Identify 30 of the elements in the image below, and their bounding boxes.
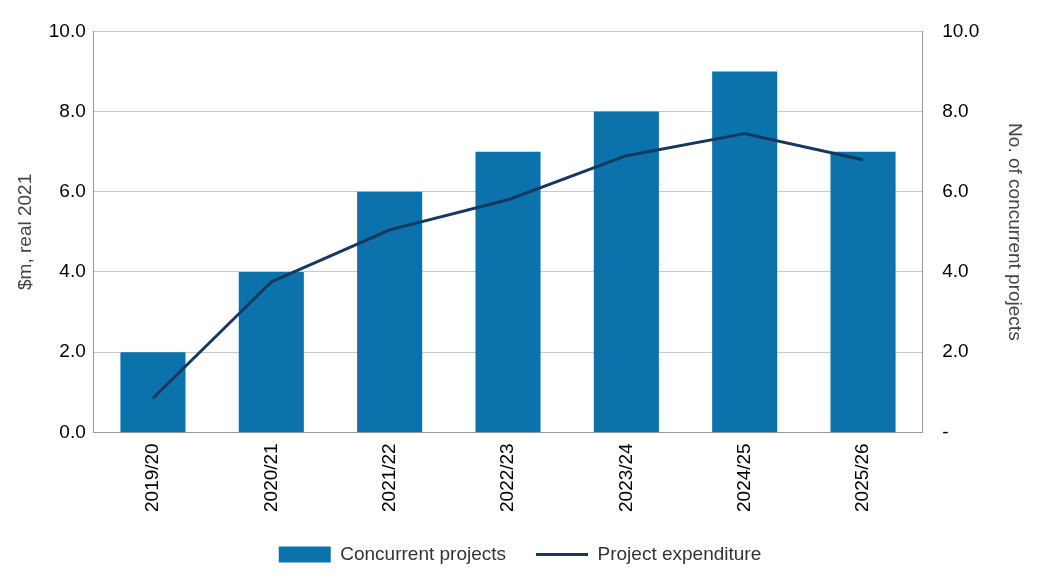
x-tick-label: 2019/20 — [141, 443, 163, 513]
bar — [120, 352, 186, 433]
y-tick-label: 6.0 — [59, 180, 86, 201]
x-tick-label: 2025/26 — [851, 443, 873, 513]
y-tick-label: 4.0 — [59, 260, 86, 282]
bar — [238, 271, 304, 433]
y2-tick-label: 8.0 — [942, 99, 969, 121]
y-tick-label: 8.0 — [59, 99, 86, 121]
bar — [593, 111, 659, 433]
legend-label: Concurrent projects — [340, 542, 507, 564]
x-tick-label: 2022/23 — [496, 443, 518, 513]
bar — [830, 151, 896, 433]
y2-axis-title: No. of concurrent projects — [1005, 123, 1027, 341]
y-tick-label: 10.0 — [48, 19, 86, 41]
x-tick-label: 2024/25 — [732, 443, 754, 513]
y2-tick-label: 4.0 — [942, 260, 969, 282]
y2-tick-label: 2.0 — [942, 340, 969, 362]
x-tick-label: 2021/22 — [377, 443, 399, 513]
bar — [357, 191, 423, 433]
y-axis-title: $m, real 2021 — [13, 173, 35, 290]
bar — [475, 151, 541, 433]
x-tick-label: 2023/24 — [614, 442, 636, 513]
bar — [712, 71, 778, 433]
y2-tick-label: 6.0 — [942, 180, 969, 201]
legend-label: Project expenditure — [597, 542, 762, 564]
y-tick-label: 0.0 — [59, 420, 86, 442]
y2-tick-label: - — [942, 420, 949, 442]
y2-tick-label: 10.0 — [942, 19, 980, 41]
x-tick-label: 2020/21 — [259, 443, 281, 513]
y-tick-label: 2.0 — [59, 340, 86, 362]
